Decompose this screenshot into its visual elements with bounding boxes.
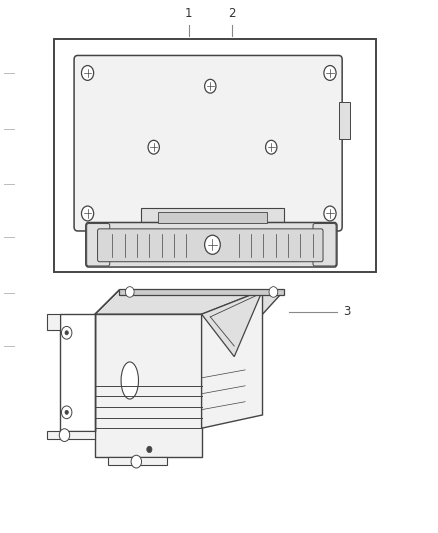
Circle shape — [269, 287, 278, 297]
Polygon shape — [95, 290, 284, 314]
Bar — [158, 213, 267, 223]
Polygon shape — [95, 314, 201, 457]
Bar — [53, 38, 376, 272]
FancyBboxPatch shape — [74, 55, 342, 231]
Circle shape — [81, 66, 94, 80]
FancyBboxPatch shape — [87, 223, 110, 266]
Circle shape — [125, 287, 134, 297]
Polygon shape — [108, 457, 167, 465]
Circle shape — [265, 140, 277, 154]
Polygon shape — [201, 290, 262, 428]
Circle shape — [61, 406, 72, 419]
FancyBboxPatch shape — [98, 229, 323, 262]
Circle shape — [324, 206, 336, 221]
Polygon shape — [119, 289, 284, 295]
Polygon shape — [201, 290, 262, 357]
Circle shape — [65, 330, 68, 335]
Text: 1: 1 — [185, 7, 192, 20]
Circle shape — [131, 455, 141, 468]
FancyBboxPatch shape — [313, 223, 336, 266]
Circle shape — [324, 66, 336, 80]
Circle shape — [65, 410, 68, 415]
Circle shape — [205, 235, 220, 254]
Polygon shape — [47, 314, 60, 330]
FancyBboxPatch shape — [86, 222, 337, 267]
Circle shape — [148, 140, 159, 154]
Text: 3: 3 — [343, 305, 350, 318]
Circle shape — [205, 79, 216, 93]
Bar — [141, 208, 284, 227]
Circle shape — [147, 446, 152, 453]
Text: 2: 2 — [228, 7, 236, 20]
Polygon shape — [60, 314, 95, 431]
Circle shape — [59, 429, 70, 441]
Bar — [339, 102, 350, 139]
Circle shape — [61, 326, 72, 339]
Ellipse shape — [121, 362, 138, 399]
Polygon shape — [47, 431, 95, 439]
Circle shape — [81, 206, 94, 221]
